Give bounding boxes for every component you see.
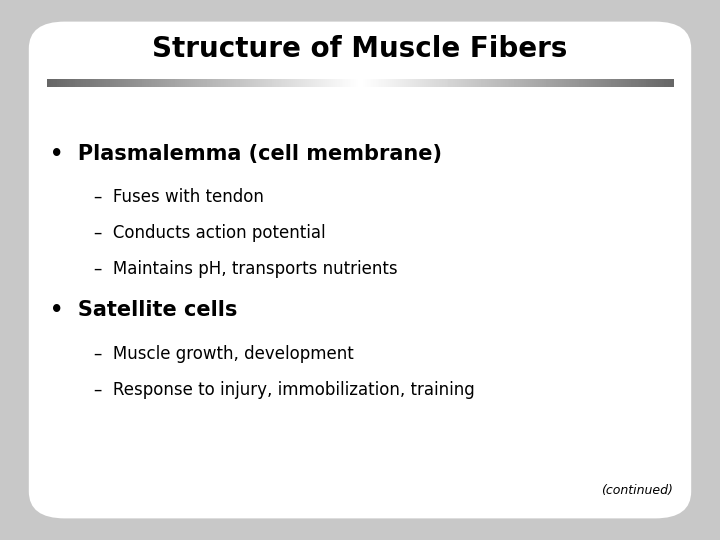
Text: Structure of Muscle Fibers: Structure of Muscle Fibers xyxy=(153,35,567,63)
Text: –  Muscle growth, development: – Muscle growth, development xyxy=(94,345,354,363)
Text: –  Maintains pH, transports nutrients: – Maintains pH, transports nutrients xyxy=(94,260,397,279)
Text: –  Conducts action potential: – Conducts action potential xyxy=(94,224,325,242)
Text: •  Satellite cells: • Satellite cells xyxy=(50,300,238,321)
Text: •  Plasmalemma (cell membrane): • Plasmalemma (cell membrane) xyxy=(50,144,442,164)
FancyBboxPatch shape xyxy=(29,22,691,518)
Text: (continued): (continued) xyxy=(601,484,673,497)
Text: –  Response to injury, immobilization, training: – Response to injury, immobilization, tr… xyxy=(94,381,474,399)
Text: –  Fuses with tendon: – Fuses with tendon xyxy=(94,188,264,206)
